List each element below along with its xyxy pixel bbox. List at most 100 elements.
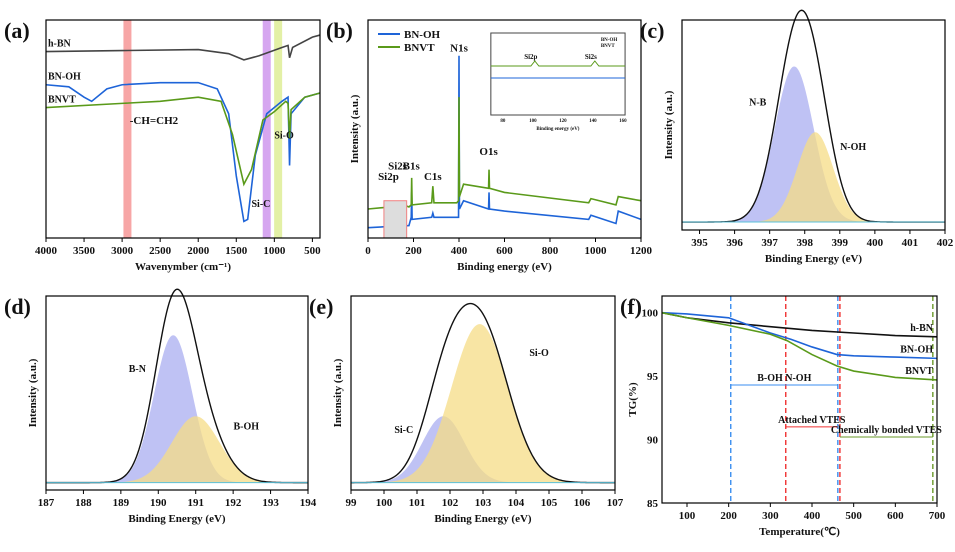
- x-tick-label: 500: [845, 510, 862, 522]
- peak-label: Si2p: [378, 171, 399, 183]
- x-tick-label: 99: [346, 497, 358, 509]
- plot-frame: [350, 295, 616, 491]
- plot-frame: [367, 19, 642, 239]
- x-tick-label: 401: [902, 237, 919, 249]
- peak-label: B1s: [403, 161, 421, 173]
- x-tick-label: 192: [225, 497, 242, 509]
- x-axis-label: Binding energy (eV): [457, 261, 552, 273]
- inset-tick: 80: [500, 119, 506, 124]
- x-tick-label: 2000: [187, 245, 210, 257]
- region-label: Chemically bonded VTES: [831, 425, 942, 436]
- y-tick-label: 90: [647, 435, 659, 447]
- x-tick-label: 400: [867, 237, 884, 249]
- panel-4: (e) 99 100 101 102 103 104 105 106 107 Binding Ene…: [309, 294, 624, 525]
- legend-label: BN-OH: [404, 29, 441, 41]
- y-tick-label: 95: [647, 371, 659, 383]
- x-axis-label: Binding Energy (eV): [765, 253, 863, 265]
- x-tick-label: 395: [691, 237, 708, 249]
- series-label: BNVT: [48, 95, 76, 106]
- inset-tick: 160: [619, 119, 627, 124]
- x-tick-label: 188: [75, 497, 92, 509]
- x-tick-label: 101: [409, 497, 426, 509]
- x-tick-label: 399: [832, 237, 849, 249]
- panel-label: (c): [640, 18, 664, 43]
- inset-xlabel: Binding energy (eV): [536, 127, 579, 132]
- envelope: [350, 302, 616, 484]
- plot-frame: [45, 19, 321, 239]
- x-tick-label: 700: [929, 510, 946, 522]
- peak-label: B-N: [129, 364, 147, 375]
- y-axis-label: Intensity (a.u.): [27, 358, 39, 427]
- peak-label: Si2s: [388, 161, 408, 173]
- panel-label: (b): [326, 18, 353, 43]
- series-h-BN: [661, 311, 938, 338]
- plot-frame: [681, 19, 946, 231]
- peak-Si-C: [351, 416, 615, 483]
- panel-0: (a) 4000 3500 3000 2500 2000 1500 1000 500 Waveny…: [4, 18, 321, 273]
- band: [123, 20, 132, 238]
- series-label: h-BN: [48, 39, 72, 50]
- x-axis-label: Binding Energy (eV): [434, 513, 532, 525]
- x-tick-label: 102: [442, 497, 459, 509]
- series-BN-OH: [661, 311, 938, 360]
- x-tick-label: 1200: [630, 245, 653, 257]
- panel-label: (a): [4, 18, 30, 43]
- y-axis-label: TG(%): [627, 382, 639, 417]
- legend-label: BNVT: [404, 42, 435, 54]
- inset-peak-label: Si2s: [585, 53, 597, 61]
- panel-3: (d) 187 188 189 190 191 192 193 194 Binding Energ…: [4, 288, 317, 525]
- x-tick-label: 402: [937, 237, 954, 249]
- x-tick-label: 194: [300, 497, 317, 509]
- peak-label: N-OH: [840, 142, 866, 153]
- x-tick-label: 100: [679, 510, 696, 522]
- panel-1: (b) 0 200 400 600 800 1000 1200 Binding energy (…: [326, 18, 653, 273]
- x-axis-label: Binding Energy (eV): [128, 513, 226, 525]
- inset-tick: 100: [529, 119, 537, 124]
- annotation: Si-C: [252, 199, 271, 210]
- series-BNVT: [45, 92, 321, 187]
- x-tick-label: 106: [574, 497, 591, 509]
- x-tick-label: 600: [496, 245, 513, 257]
- y-axis-label: Intensity (a.u.): [663, 90, 675, 159]
- x-tick-label: 200: [405, 245, 422, 257]
- x-tick-label: 3000: [111, 245, 134, 257]
- x-tick-label: 190: [150, 497, 167, 509]
- peak-label: Si-O: [529, 348, 549, 359]
- plot-frame: [661, 295, 938, 504]
- band: [262, 20, 271, 238]
- y-axis-label: Intensity (a.u.): [349, 94, 361, 163]
- x-tick-label: 103: [475, 497, 492, 509]
- panel-label: (e): [309, 294, 333, 319]
- x-tick-label: 3500: [73, 245, 96, 257]
- zoom-region: [383, 200, 408, 239]
- peak-Si-O: [351, 324, 615, 483]
- x-tick-label: 397: [761, 237, 778, 249]
- inset-peak-label: Si2p: [524, 53, 537, 61]
- peak-label: N-B: [749, 97, 767, 108]
- x-tick-label: 191: [187, 497, 204, 509]
- series-label: BN-OH: [900, 344, 933, 355]
- x-tick-label: 1000: [585, 245, 608, 257]
- peak-B-OH: [46, 416, 308, 483]
- x-tick-label: 500: [304, 245, 321, 257]
- x-tick-label: 200: [720, 510, 737, 522]
- x-tick-label: 0: [365, 245, 371, 257]
- x-tick-label: 800: [542, 245, 559, 257]
- series-BN-OH: [45, 81, 321, 223]
- x-tick-label: 1000: [263, 245, 286, 257]
- band: [274, 20, 283, 238]
- x-tick-label: 105: [541, 497, 558, 509]
- peak-label: N1s: [450, 43, 468, 55]
- x-tick-label: 300: [762, 510, 779, 522]
- series-label: h-BN: [910, 323, 934, 334]
- series-h-BN: [45, 34, 321, 61]
- panel-2: (c) 395 396 397 398 399 400 401 402 Binding Energ…: [640, 9, 954, 265]
- x-tick-label: 400: [451, 245, 468, 257]
- y-tick-label: 100: [642, 308, 659, 320]
- x-tick-label: 4000: [35, 245, 58, 257]
- plot-frame: [45, 295, 309, 491]
- x-tick-label: 396: [726, 237, 743, 249]
- peak-B-N: [46, 335, 308, 483]
- inset-tick: 140: [589, 119, 597, 124]
